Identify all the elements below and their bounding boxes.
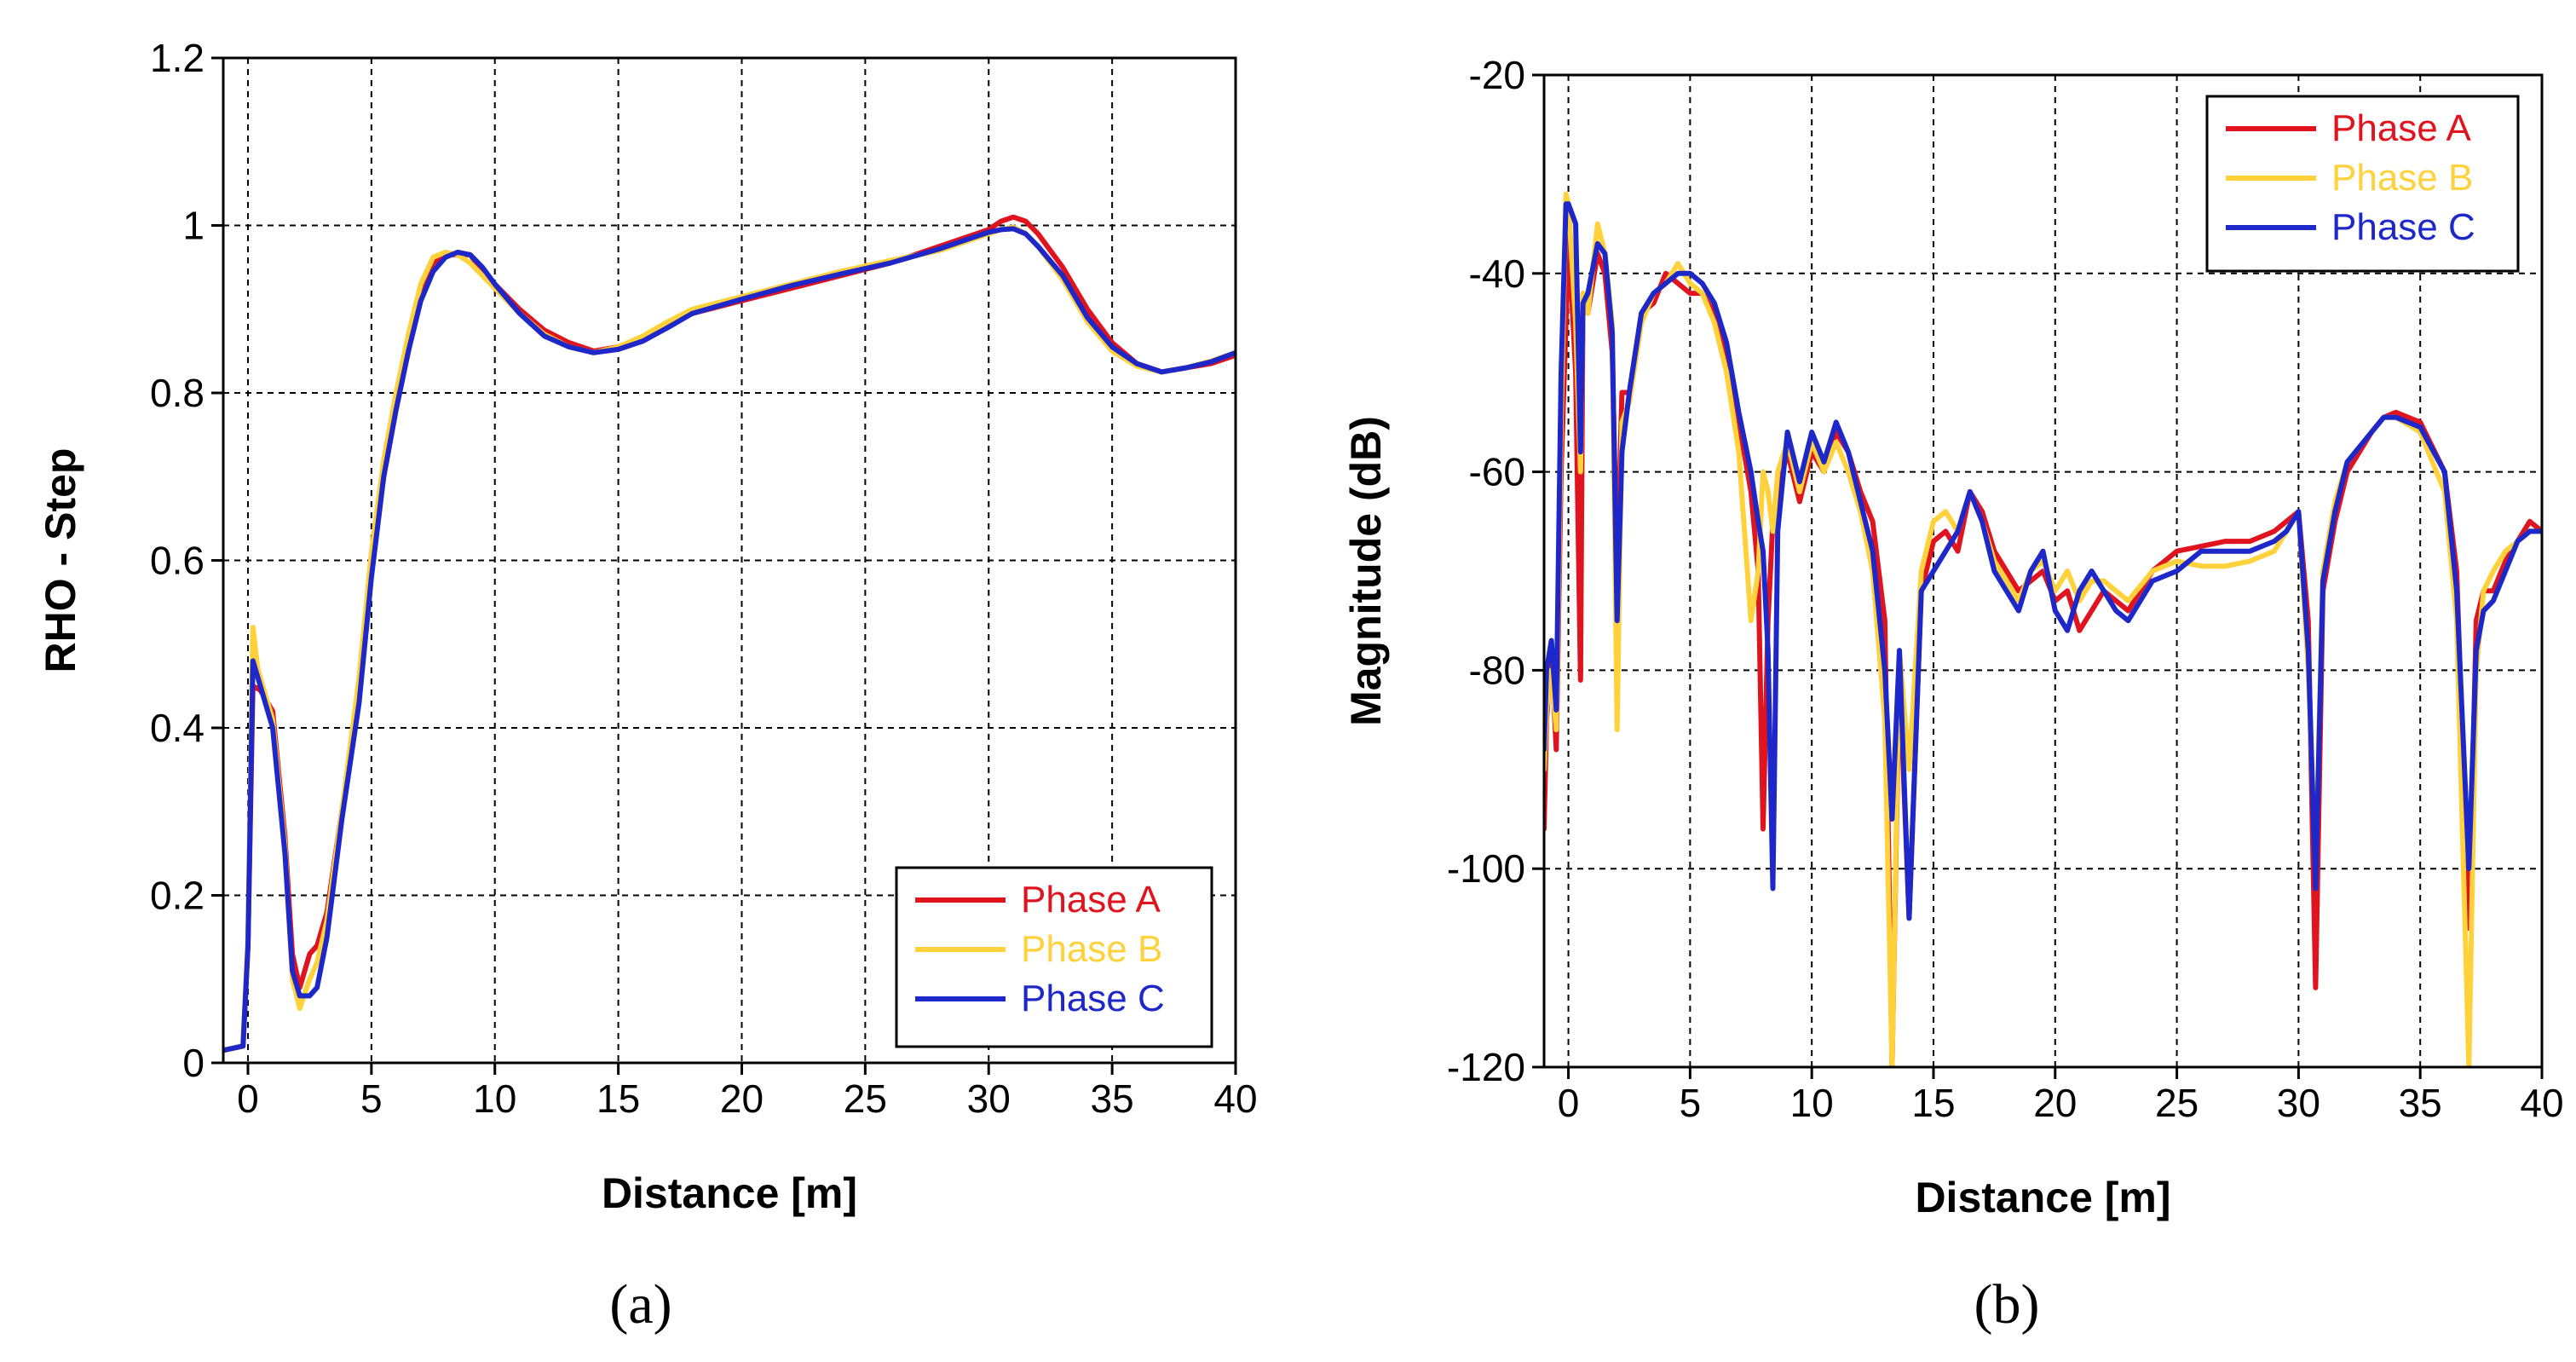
x-tick-label: 30: [2277, 1081, 2320, 1125]
y-tick-label: 1.2: [150, 36, 205, 80]
x-tick-label: 10: [473, 1076, 516, 1121]
legend-label-phase-c: Phase C: [1021, 978, 1165, 1019]
y-tick-label: 0.6: [150, 539, 205, 583]
legend: Phase A Phase B Phase C: [895, 866, 1213, 1048]
x-tick-label: 0: [1558, 1081, 1580, 1125]
legend-box: [2205, 95, 2520, 273]
y-axis-label: Magnitude (dB): [1342, 416, 1390, 726]
legend-label-phase-b: Phase B: [1021, 928, 1162, 970]
x-tick-label: 35: [1091, 1076, 1134, 1121]
legend-label-phase-a: Phase A: [2331, 107, 2472, 149]
panel-caption: (a): [609, 1273, 671, 1336]
x-tick-label: 40: [2520, 1081, 2563, 1125]
y-tick-label: 1: [182, 204, 205, 248]
x-tick-label: 15: [596, 1076, 640, 1121]
x-tick-label: 5: [1680, 1081, 1702, 1125]
legend-label-phase-b: Phase B: [2331, 157, 2473, 199]
x-tick-label: 25: [844, 1076, 887, 1121]
x-axis-label: Distance [m]: [602, 1169, 857, 1217]
x-tick-label: 35: [2399, 1081, 2442, 1125]
x-tick-label: 5: [360, 1076, 383, 1121]
y-tick-label: 0.4: [150, 706, 205, 750]
y-axis-label: RHO - Step: [37, 448, 84, 673]
legend-label-phase-c: Phase C: [2331, 206, 2475, 248]
chart-a: 0 5 10 15 20 25 30 35 40 0 0.2 0.4 0.6 0.8 1 1.2 Distanc…: [37, 36, 1258, 1336]
series-line-phase-c: [223, 226, 1236, 1053]
legend: Phase A Phase B Phase C: [2205, 95, 2520, 273]
chart-b: 0 5 10 15 20 25 30 35 40 -120 -100 -80 -60 -40 -20 Dist…: [1342, 53, 2564, 1336]
x-tick-label: 10: [1790, 1081, 1834, 1125]
y-tick-label: -20: [1469, 53, 1525, 97]
x-axis-label: Distance [m]: [1915, 1174, 2170, 1221]
legend-label-phase-a: Phase A: [1021, 879, 1161, 921]
x-tick-label: 25: [2155, 1081, 2199, 1125]
y-tick-label: -80: [1469, 648, 1525, 692]
series-line-phase-a: [223, 214, 1236, 1053]
y-tick-label: 0.8: [150, 371, 205, 415]
series-line-phase-a: [1544, 231, 2542, 1067]
y-tick-label: -120: [1447, 1045, 1525, 1089]
y-tick-label: 0.2: [150, 874, 205, 918]
y-tick-label: -100: [1447, 846, 1525, 891]
x-tick-label: 20: [2033, 1081, 2077, 1125]
y-tick-label: 0: [182, 1041, 205, 1085]
series-line-phase-b: [1544, 191, 2542, 1067]
x-tick-label: 15: [1911, 1081, 1955, 1125]
x-tick-label: 20: [720, 1076, 764, 1121]
y-tick-label: -40: [1469, 251, 1525, 296]
y-tick-label: -60: [1469, 450, 1525, 494]
series-line-phase-c: [1544, 201, 2542, 921]
panel-caption: (b): [1974, 1273, 2040, 1336]
x-tick-label: 30: [967, 1076, 1011, 1121]
plot-frame: [1542, 73, 2544, 1069]
x-tick-label: 40: [1213, 1076, 1257, 1121]
x-tick-label: 0: [237, 1076, 259, 1121]
